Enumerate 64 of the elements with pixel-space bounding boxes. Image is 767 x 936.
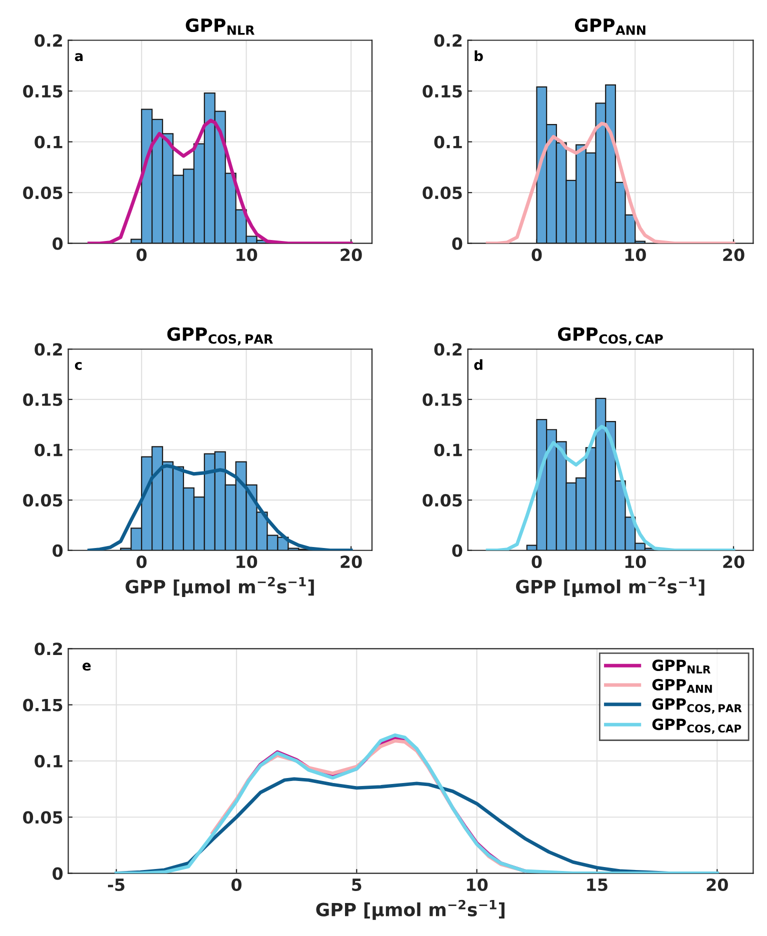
line-series [486, 122, 736, 244]
x-tick-label: 10 [625, 556, 646, 568]
y-tick-label: 0.05 [23, 811, 62, 824]
line-series [87, 118, 353, 244]
y-tick-label: 0.1 [434, 444, 462, 456]
chart-title: GPP$_{NLR}$ [186, 18, 254, 35]
annotation: a [74, 53, 83, 62]
x-axis-title: GPP [μmol m$^{−2}$s$^{−1}$] [126, 576, 314, 597]
x-tick-label: 15 [587, 878, 608, 892]
y-tick-label: 0.05 [23, 494, 62, 507]
y-tick-label: 0.1 [34, 136, 62, 148]
chart-title: GPP$_{COS,PAR}$ [167, 327, 273, 346]
x-tick-label: 0 [532, 556, 542, 568]
y-tick-label: 0.05 [422, 494, 462, 507]
x-tick-label: 0 [532, 248, 542, 262]
legend-label: GPP$_{COS,CAP}$ [652, 718, 742, 734]
x-tick-label: 10 [625, 248, 646, 262]
x-tick-label: 20 [723, 556, 744, 568]
x-axis-title: GPP [μmol m$^{−2}$s$^{−1}$] [516, 576, 704, 597]
x-tick-label: 5 [352, 878, 362, 892]
x-tick-label: 10 [467, 878, 488, 892]
legend-label: GPP$_{ANN}$ [652, 678, 712, 693]
y-tick-label: 0.15 [23, 698, 62, 712]
annotation: b [474, 50, 483, 62]
x-tick-label: 0 [231, 878, 242, 892]
y-tick-label: 0.2 [34, 34, 62, 47]
annotation: d [474, 359, 482, 370]
line-series [87, 464, 353, 550]
y-tick-label: 0.1 [34, 444, 62, 456]
x-tick-label: 20 [340, 556, 362, 568]
y-tick-label: 0.1 [434, 136, 462, 148]
y-tick-label: 0 [452, 544, 462, 557]
y-tick-label: 0 [52, 867, 63, 880]
x-axis-title: GPP [μmol m$^{−2}$s$^{−1}$] [316, 900, 504, 920]
x-tick-label: 10 [236, 556, 258, 568]
x-tick-label: 20 [723, 248, 744, 262]
line-series [114, 733, 719, 874]
x-tick-label: 0 [136, 248, 147, 262]
y-tick-label: 0.2 [434, 343, 462, 356]
chart-title: GPP$_{COS,CAP}$ [558, 327, 663, 346]
legend-label: GPP$_{COS,PAR}$ [652, 698, 742, 714]
x-tick-label: 0 [136, 556, 147, 568]
chart-title: GPP$_{ANN}$ [574, 18, 646, 35]
x-tick-label: -5 [108, 878, 124, 892]
y-tick-label: 0.05 [422, 186, 462, 200]
x-tick-label: 20 [706, 878, 728, 892]
x-tick-label: 10 [236, 248, 258, 262]
annotation: e [82, 662, 91, 671]
y-tick-label: 0.2 [434, 34, 462, 47]
y-tick-label: 0 [52, 544, 63, 557]
line-series [486, 424, 736, 550]
y-tick-label: 0.15 [422, 393, 462, 406]
y-tick-label: 0.15 [23, 84, 62, 98]
y-tick-label: 0.05 [23, 186, 62, 200]
x-tick-label: 20 [340, 248, 362, 262]
y-tick-label: 0.2 [34, 343, 62, 356]
y-tick-label: 0.15 [422, 84, 462, 98]
annotation: c [74, 362, 82, 370]
y-tick-label: 0.15 [23, 393, 62, 406]
y-tick-label: 0.1 [34, 754, 62, 768]
y-tick-label: 0 [452, 237, 462, 250]
y-tick-label: 0.2 [34, 642, 62, 656]
legend-label: GPP$_{NLR}$ [652, 659, 710, 674]
y-tick-label: 0 [52, 237, 63, 250]
